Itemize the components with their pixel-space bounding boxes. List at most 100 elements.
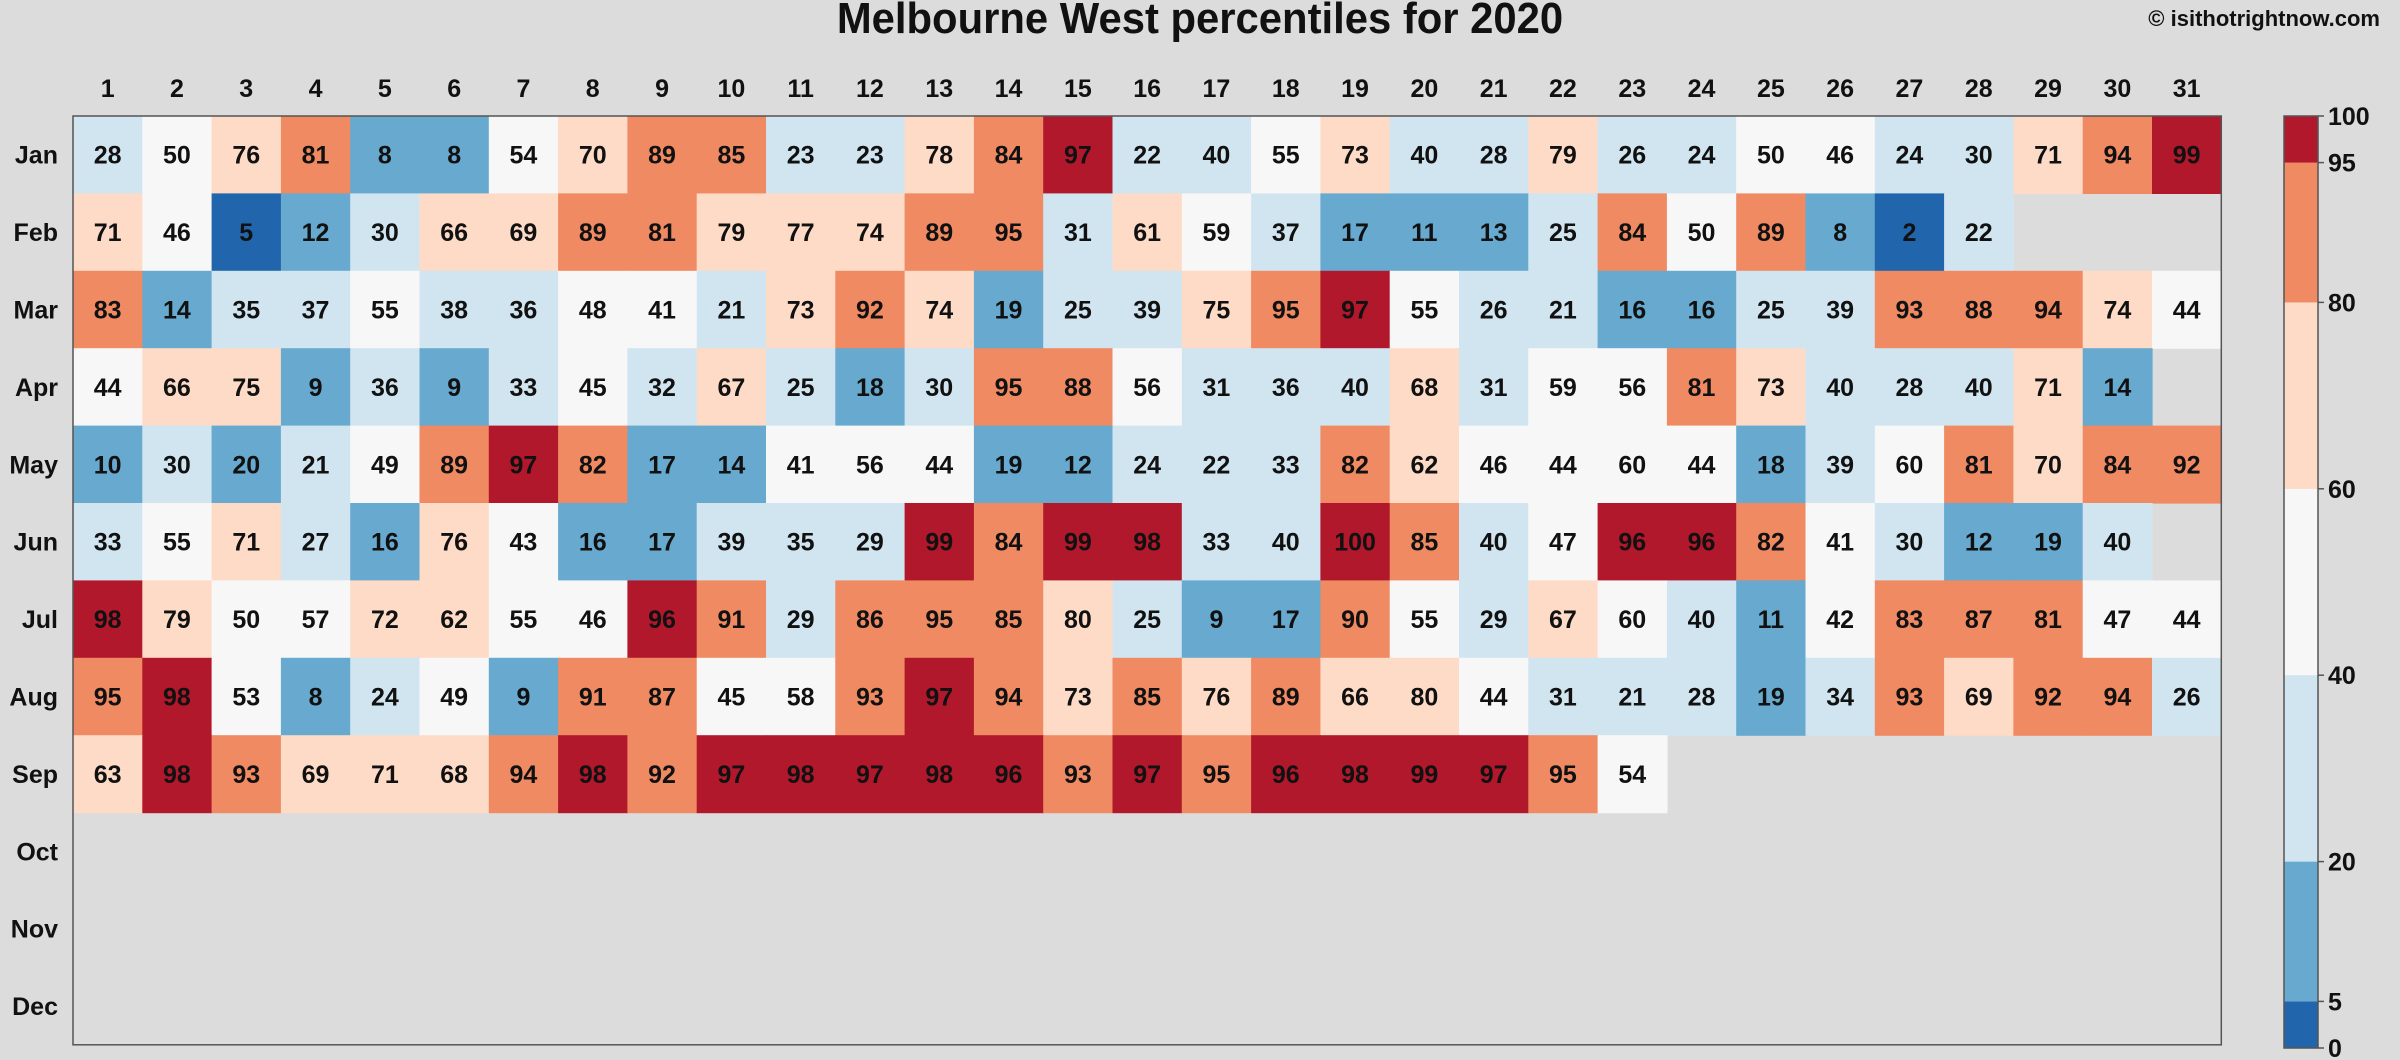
heatmap-cell: [73, 193, 143, 272]
heatmap-cell: [627, 425, 698, 504]
cell-value-label: 72: [371, 606, 399, 634]
y-tick-label: Dec: [12, 993, 58, 1021]
heatmap-cell: [1944, 193, 2014, 272]
cell-value-label: 93: [1896, 684, 1924, 712]
heatmap-cell: [1181, 193, 1252, 272]
x-tick-label: 18: [1272, 75, 1300, 103]
cell-value-label: 94: [2034, 297, 2062, 325]
x-tick-label: 19: [1341, 75, 1369, 103]
heatmap-cell: [280, 425, 351, 504]
cell-value-label: 18: [1757, 451, 1785, 479]
cell-value-label: 94: [2103, 142, 2131, 170]
cell-value-label: 69: [302, 761, 330, 789]
heatmap-cell: [1944, 503, 2014, 581]
cell-value-label: 23: [856, 142, 884, 170]
heatmap-cell: [1251, 116, 1321, 194]
cell-value-label: 82: [579, 451, 607, 479]
x-tick-label: 13: [925, 75, 953, 103]
heatmap-cell: [1112, 657, 1183, 736]
cell-value-label: 40: [1688, 606, 1716, 634]
heatmap-cell: [350, 657, 421, 736]
heatmap-cell: [558, 116, 628, 194]
cell-value-label: 8: [447, 142, 461, 170]
cell-value-label: 44: [925, 451, 953, 479]
cell-value-label: 25: [1064, 297, 1092, 325]
heatmap-cell: [973, 503, 1044, 581]
heatmap-cell: [627, 580, 698, 659]
heatmap-cell: [280, 116, 351, 194]
heatmap-cell: [1251, 270, 1321, 349]
cell-value-label: 74: [2103, 297, 2131, 325]
cell-value-label: 92: [856, 297, 884, 325]
heatmap-cell: [73, 116, 143, 194]
cell-value-label: 80: [1410, 684, 1438, 712]
cell-value-label: 16: [1688, 297, 1716, 325]
cell-value-label: 39: [1826, 451, 1854, 479]
colorbar-segment: [2284, 861, 2318, 1002]
cell-value-label: 91: [717, 606, 745, 634]
y-tick-label: Sep: [12, 761, 58, 789]
cell-value-label: 40: [1965, 374, 1993, 402]
cell-value-label: 67: [717, 374, 745, 402]
heatmap-cell: [904, 580, 975, 659]
x-tick-label: 28: [1965, 75, 1993, 103]
heatmap-cell: [835, 425, 906, 504]
heatmap-cell: [1181, 657, 1252, 736]
heatmap-cell: [1666, 657, 1737, 736]
y-tick-label: Feb: [14, 219, 58, 247]
cell-value-label: 98: [925, 761, 953, 789]
cell-value-label: 26: [2173, 684, 2201, 712]
cell-value-label: 95: [1549, 761, 1577, 789]
y-tick-label: Jun: [14, 529, 58, 557]
heatmap-cell: [1736, 270, 1807, 349]
heatmap-cell: [973, 580, 1044, 659]
cell-value-label: 37: [302, 297, 330, 325]
cell-value-label: 30: [1965, 142, 1993, 170]
heatmap-cell: [73, 425, 143, 504]
heatmap-cell: [488, 270, 559, 349]
x-tick-label: 14: [995, 75, 1023, 103]
cell-value-label: 85: [1133, 684, 1161, 712]
cell-value-label: 90: [1341, 606, 1369, 634]
heatmap-cell: [1320, 193, 1391, 272]
heatmap-cell: [904, 735, 975, 814]
heatmap-cell: [1874, 657, 1945, 736]
cell-value-label: 48: [579, 297, 607, 325]
cell-value-label: 71: [371, 761, 399, 789]
cell-value-label: 47: [1549, 529, 1577, 557]
cell-value-label: 84: [1618, 219, 1646, 247]
cell-value-label: 40: [1272, 529, 1300, 557]
cell-value-label: 98: [94, 606, 122, 634]
cell-value-label: 22: [1203, 451, 1231, 479]
cell-value-label: 78: [925, 142, 953, 170]
heatmap-cell: [1874, 580, 1945, 659]
x-tick-label: 11: [787, 75, 814, 103]
cell-value-label: 94: [2103, 684, 2131, 712]
heatmap-cell: [1666, 348, 1737, 427]
heatmap-cell: [1597, 270, 1668, 349]
heatmap-cell: [1459, 348, 1529, 427]
cell-value-label: 87: [648, 684, 676, 712]
cell-value-label: 8: [309, 684, 323, 712]
heatmap-cell: [488, 348, 559, 427]
heatmap-cell: [1736, 425, 1807, 504]
cell-value-label: 76: [440, 529, 468, 557]
cell-value-label: 38: [440, 297, 468, 325]
cell-value-label: 24: [371, 684, 399, 712]
heatmap-cell: [1805, 193, 1876, 272]
heatmap-cell: [1528, 270, 1599, 349]
heatmap-cell: [1944, 580, 2014, 659]
cell-value-label: 35: [232, 297, 260, 325]
cell-value-label: 33: [510, 374, 538, 402]
heatmap-cell: [211, 270, 282, 349]
cell-value-label: 55: [1410, 606, 1438, 634]
cell-value-label: 66: [1341, 684, 1369, 712]
colorbar-tick-label: 5: [2328, 988, 2342, 1016]
heatmap-cell: [1459, 425, 1529, 504]
cell-value-label: 41: [1826, 529, 1854, 557]
heatmap-cell: [350, 503, 421, 581]
cell-value-label: 36: [510, 297, 538, 325]
heatmap-cell: [835, 116, 906, 194]
heatmap-cell: [1736, 580, 1807, 659]
heatmap-cell: [1043, 116, 1114, 194]
